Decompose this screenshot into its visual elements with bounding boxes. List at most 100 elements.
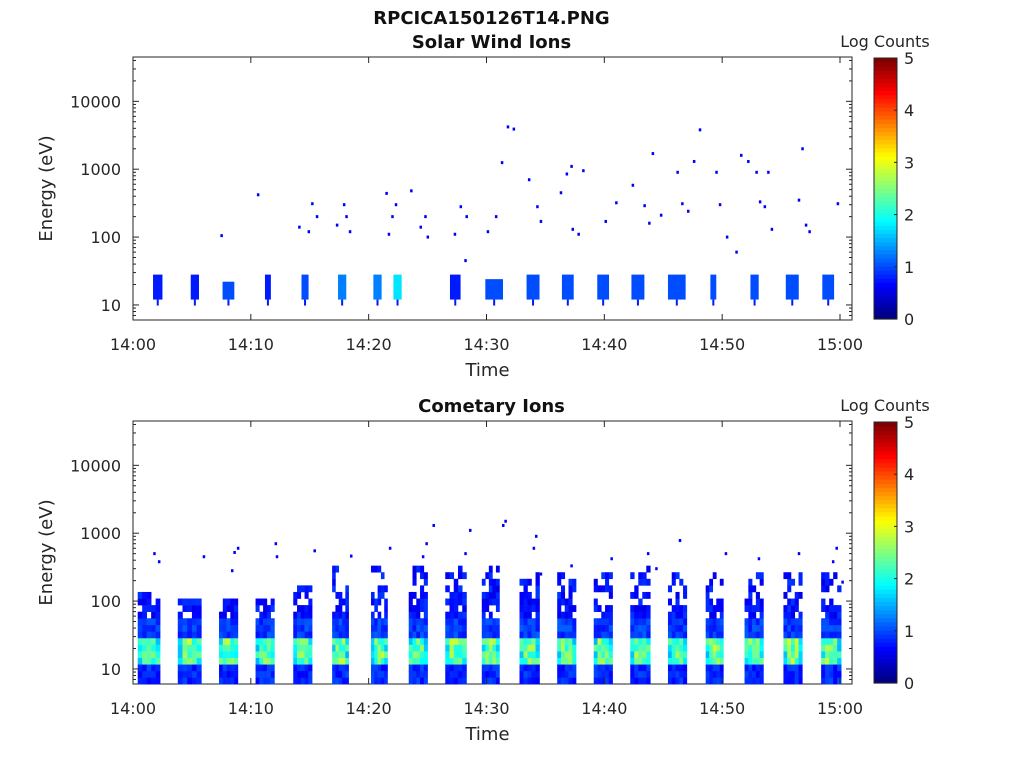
sparse-count-cell [648, 221, 651, 225]
heat-cell [667, 637, 673, 645]
heat-cell [371, 618, 375, 626]
heat-cell [833, 631, 838, 639]
sparse-count-cell [570, 564, 573, 568]
heat-cell [408, 670, 413, 678]
heat-cell [219, 677, 224, 685]
heat-cell [481, 611, 486, 619]
heat-cell [630, 670, 635, 678]
heat-cell [342, 611, 346, 619]
heat-cell [196, 657, 202, 665]
heat-cell [642, 631, 647, 639]
heat-cell [449, 657, 455, 665]
heat-cell [345, 631, 349, 639]
heat-cell [712, 637, 717, 645]
heat-cell [519, 664, 524, 672]
heat-cell [716, 605, 721, 612]
heat-cell [345, 657, 349, 665]
heat-cell [191, 677, 197, 685]
heat-cell [408, 644, 413, 652]
heat-cell [755, 677, 760, 685]
sparse-count-cell [659, 213, 663, 217]
heat-cell [380, 624, 385, 632]
heat-cell [416, 670, 421, 678]
heat-cell [675, 677, 680, 685]
heat-cell [787, 585, 792, 593]
colorbar-label: Log Counts [840, 396, 930, 415]
sparse-count-cell [571, 227, 575, 231]
colorbar-segment [874, 294, 897, 300]
heat-cell [605, 611, 610, 619]
heat-cell [829, 651, 834, 658]
sparse-count-cell [740, 153, 743, 157]
sparse-count-cell [797, 552, 801, 556]
heat-cell [374, 618, 378, 626]
heat-cell [226, 631, 231, 639]
heat-cell [523, 664, 528, 672]
heat-cell [219, 670, 224, 678]
heat-cell [667, 631, 673, 639]
heat-cell [608, 670, 613, 678]
sparse-count-cell [582, 169, 585, 173]
heat-cell [630, 637, 635, 645]
heat-cell [709, 598, 714, 606]
heat-cell [234, 651, 239, 658]
heat-cell [481, 605, 486, 612]
heat-cell [182, 644, 188, 652]
heat-cell [449, 677, 455, 685]
heat-cell [605, 618, 610, 626]
sparse-count-cell [539, 219, 543, 223]
sparse-count-cell [686, 209, 690, 213]
heat-cell [597, 651, 602, 658]
heat-cell [332, 565, 336, 573]
y-tick-label: 100 [90, 592, 121, 611]
heat-cell [638, 578, 643, 586]
heat-cell [712, 651, 717, 658]
heat-cell [837, 585, 842, 593]
burst-tail [753, 299, 756, 306]
heat-cell [646, 578, 651, 586]
heat-cell [755, 631, 760, 639]
heat-cell [416, 618, 421, 626]
sparse-count-cell [651, 152, 655, 156]
heat-cell [837, 605, 842, 612]
heat-cell [332, 670, 336, 678]
heat-cell [492, 677, 497, 685]
heat-cell [557, 618, 562, 626]
heat-cell [755, 657, 760, 665]
heat-cell [196, 677, 202, 685]
sparse-count-cell [345, 215, 348, 219]
burst-tail [304, 299, 307, 306]
heat-cell [671, 631, 676, 639]
heat-cell [453, 677, 459, 685]
heat-cell [408, 624, 413, 632]
heat-cell [308, 657, 313, 665]
heat-cell [794, 637, 799, 645]
sparse-count-cell [747, 159, 750, 163]
heat-cell [790, 651, 796, 658]
heat-cell [492, 598, 497, 606]
heat-cell [608, 644, 613, 652]
heat-cell [671, 644, 676, 652]
heat-cell [293, 624, 298, 632]
heat-cell [794, 677, 799, 685]
heat-cell [155, 670, 161, 678]
heat-cell [270, 670, 275, 678]
sparse-count-cell [465, 215, 468, 219]
heat-cell [408, 637, 413, 645]
heat-cell [794, 605, 799, 612]
heat-cell [304, 631, 309, 639]
heat-cell [630, 618, 635, 626]
heat-cell [527, 598, 532, 606]
colorbar-segment [874, 442, 897, 448]
heat-cell [679, 618, 684, 626]
colorbar-segment [874, 678, 897, 684]
heat-cell [527, 591, 532, 599]
heat-cell [535, 664, 540, 672]
heat-cell [297, 605, 302, 612]
heat-cell [759, 598, 764, 606]
burst-tail [636, 299, 639, 306]
heat-cell [187, 670, 193, 678]
heat-cell [519, 618, 524, 626]
